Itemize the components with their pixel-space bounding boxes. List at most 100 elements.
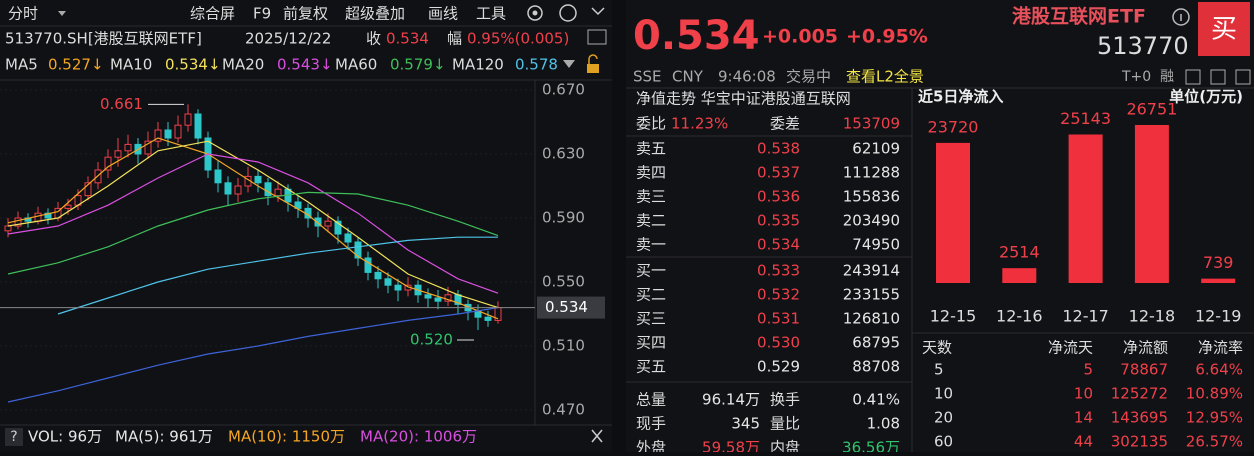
y-tick-label: 0.630 bbox=[542, 145, 585, 163]
level-price: 0.532 bbox=[757, 286, 800, 304]
volume-legend: MA(10): 1150万 bbox=[228, 428, 345, 446]
ma-line bbox=[7, 140, 499, 309]
candle-body bbox=[234, 185, 242, 195]
volume-legend: MA(5): 961万 bbox=[115, 428, 213, 446]
stat-label: 内盘 bbox=[770, 439, 800, 453]
y-tick-label: 0.670 bbox=[542, 81, 585, 99]
help-mark: ? bbox=[10, 429, 17, 445]
ma-legend-value: 0.534↓ bbox=[165, 56, 221, 74]
security-name: 港股互联网ETF bbox=[1012, 6, 1146, 28]
candle-body bbox=[444, 294, 452, 302]
flow-title: 近5日净流入 bbox=[918, 88, 1003, 106]
stat-value: 59.58万 bbox=[702, 439, 760, 453]
level-volume: 243914 bbox=[843, 262, 900, 280]
stat-label: 量比 bbox=[770, 415, 800, 433]
candle-body bbox=[84, 182, 92, 197]
settings-icon[interactable] bbox=[527, 5, 543, 21]
bar bbox=[1068, 134, 1103, 283]
ma-legend-value: 0.579↓ bbox=[390, 56, 446, 74]
table-cell: 26.57% bbox=[1186, 433, 1243, 451]
close-icon[interactable] bbox=[591, 429, 603, 443]
menu-item: 工具 bbox=[476, 5, 506, 23]
candle-body bbox=[264, 182, 272, 197]
menu-item: 超级叠加 bbox=[345, 5, 405, 23]
x-tick-label: 12-19 bbox=[1195, 307, 1242, 326]
table-cell: 60 bbox=[934, 433, 953, 451]
table-header: 净流额 bbox=[1123, 339, 1168, 357]
ratio-value: 11.23% bbox=[671, 115, 728, 133]
menu-item: 综合屏 bbox=[190, 5, 235, 23]
candle-body bbox=[224, 182, 232, 195]
t0-badge: T+0 bbox=[1121, 69, 1151, 85]
ma-legend-value: 0.543↓ bbox=[277, 56, 333, 74]
bar bbox=[936, 142, 970, 283]
stat-value: 1.08 bbox=[867, 415, 900, 433]
ma-line bbox=[57, 236, 498, 315]
diff-value: 153709 bbox=[843, 115, 900, 133]
stat-label: 换手 bbox=[770, 391, 800, 409]
y-tick-label: 0.470 bbox=[542, 401, 585, 419]
candle-body bbox=[484, 316, 492, 321]
level-label: 卖五 bbox=[636, 140, 666, 158]
level-label: 卖三 bbox=[636, 188, 666, 206]
l2-link: 查看L2全景 bbox=[846, 68, 924, 86]
candle-body bbox=[354, 241, 362, 259]
ma-dropdown-icon[interactable] bbox=[563, 60, 575, 68]
ma-legend-name: MA120 bbox=[452, 56, 504, 74]
candle-body bbox=[104, 156, 112, 171]
table-header: 净流率 bbox=[1198, 339, 1243, 357]
level-label: 卖二 bbox=[636, 212, 666, 230]
level-volume: 88708 bbox=[852, 358, 900, 376]
buy-label: 买 bbox=[1211, 15, 1237, 45]
table-cell: 14 bbox=[1074, 409, 1093, 427]
ma-legend-name: MA10 bbox=[110, 56, 152, 74]
candle-body bbox=[394, 284, 402, 291]
x-tick-label: 12-16 bbox=[996, 307, 1043, 326]
collapse-icon[interactable] bbox=[591, 7, 605, 16]
bar-value-label: 739 bbox=[1203, 253, 1234, 272]
security-code: 513770 bbox=[1097, 32, 1189, 60]
ma-line bbox=[7, 191, 499, 275]
bar-value-label: 26751 bbox=[1126, 100, 1177, 119]
ma-line bbox=[7, 153, 499, 294]
buy-button[interactable] bbox=[1198, 2, 1250, 56]
stat-value: 345 bbox=[731, 415, 760, 433]
stat-label: 总量 bbox=[636, 391, 666, 409]
tool-icon[interactable] bbox=[1210, 69, 1226, 85]
last-price-label: 0.534 bbox=[545, 298, 588, 316]
table-cell: 143695 bbox=[1111, 409, 1168, 427]
level-label: 卖四 bbox=[636, 164, 666, 182]
stat-value: 0.41% bbox=[852, 391, 900, 409]
help-icon[interactable] bbox=[559, 4, 577, 22]
candle-body bbox=[214, 169, 222, 184]
tool-icon[interactable] bbox=[1185, 69, 1201, 85]
candle-body bbox=[434, 297, 442, 302]
ma-legend-value: 0.527↓ bbox=[48, 56, 104, 74]
last-price-tag bbox=[537, 296, 605, 319]
menu-item: F9 bbox=[253, 5, 271, 23]
bar bbox=[1134, 125, 1169, 283]
level-price: 0.529 bbox=[757, 358, 800, 376]
volume-legend: VOL: 96万 bbox=[28, 428, 102, 446]
candle-body bbox=[124, 143, 132, 152]
settings-icon-dot bbox=[532, 10, 538, 16]
lock-icon[interactable] bbox=[587, 64, 599, 73]
y-tick-label: 0.590 bbox=[542, 209, 585, 227]
ma-legend-value: 0.578 bbox=[515, 56, 558, 74]
ma-legend-name: MA5 bbox=[5, 56, 38, 74]
dropdown-icon[interactable] bbox=[58, 11, 66, 16]
level-price: 0.537 bbox=[757, 164, 800, 182]
candle-body bbox=[34, 212, 42, 222]
window-icon[interactable] bbox=[587, 29, 607, 45]
info-icon[interactable] bbox=[1172, 8, 1190, 26]
tool-icon[interactable] bbox=[1235, 69, 1251, 85]
level-price: 0.531 bbox=[757, 310, 800, 328]
table-header: 净流天 bbox=[1048, 339, 1093, 357]
candle-body bbox=[424, 294, 432, 299]
help-box bbox=[5, 428, 23, 446]
date: 2025/12/22 bbox=[245, 30, 331, 48]
quote-exchange: SSE bbox=[633, 68, 662, 86]
candle-body bbox=[114, 150, 122, 158]
candle-body bbox=[154, 129, 162, 142]
